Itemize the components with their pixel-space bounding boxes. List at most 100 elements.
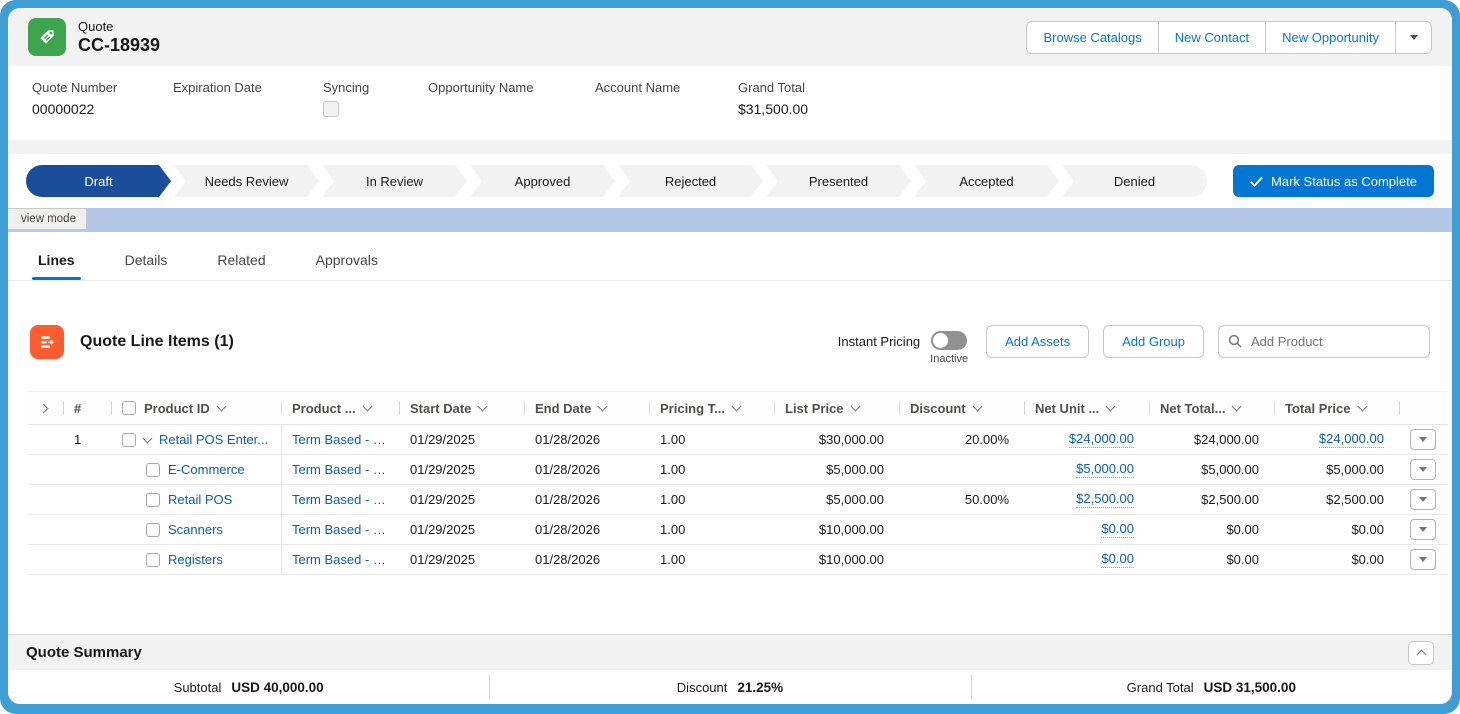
column-header-end-date[interactable]: End Date [525,392,650,424]
row-actions-button[interactable] [1410,459,1436,480]
start-date-cell: 01/29/2025 [410,492,476,507]
add-group-button[interactable]: Add Group [1103,325,1204,358]
tab-details[interactable]: Details [124,252,168,268]
line-items-table: # Product ID Product ... Start Date End Date… [28,391,1448,575]
row-checkbox[interactable] [122,432,136,447]
total-price-cell: $5,000.00 [1275,462,1400,477]
instant-pricing-toggle[interactable] [931,331,968,350]
path-stage-rejected[interactable]: Rejected [618,165,763,197]
path-stage-draft[interactable]: Draft [26,165,171,197]
quote-summary-header: Quote Summary [8,634,1452,670]
column-label: Discount [910,400,966,416]
discount-cell: Discount 21.25% [489,670,970,704]
tab-lines[interactable]: Lines [32,244,81,280]
tab-approvals[interactable]: Approvals [315,252,378,268]
product-link[interactable]: Registers [168,552,223,567]
column-header-pricing-t[interactable]: Pricing T... [650,392,775,424]
add-product-search [1218,325,1430,358]
pricing-term-link[interactable]: Term Based - Y... [292,492,390,507]
list-price-cell: $30,000.00 [818,432,884,447]
path-stage-approved[interactable]: Approved [470,165,615,197]
pricing-term-link[interactable]: Term Based - Y... [292,522,390,537]
syncing-checkbox[interactable] [323,101,339,117]
add-assets-button[interactable]: Add Assets [986,325,1090,358]
search-icon [1228,334,1242,348]
pricing-term-link[interactable]: Term Based - Y... [292,552,390,567]
chevron-down-icon [1419,497,1427,502]
mark-status-complete-button[interactable]: Mark Status as Complete [1233,165,1434,197]
table-row: E-Commerce Term Based - Y... 01/29/2025 01/… [28,455,1448,485]
product-link[interactable]: Retail POS Enter... [159,432,269,447]
end-date-cell: 01/28/2026 [535,552,601,567]
tab-related[interactable]: Related [217,252,266,268]
column-header-product[interactable]: Product ... [282,392,400,424]
net-unit-link[interactable]: $5,000.00 [1076,461,1134,478]
select-all-checkbox[interactable] [122,401,136,415]
start-date-cell: 01/29/2025 [410,522,476,537]
row-actions-button[interactable] [1410,429,1436,450]
column-header-total-price[interactable]: Total Price [1275,392,1400,424]
net-unit-link[interactable]: $2,500.00 [1076,491,1134,508]
column-header-list-price[interactable]: List Price [775,392,900,424]
row-checkbox[interactable] [146,552,160,567]
subtotal-label: Subtotal [173,679,222,695]
highlight-band [8,208,1452,232]
net-unit-link[interactable]: $24,000.00 [1068,431,1134,448]
net-unit-link[interactable]: $0.00 [1101,521,1134,538]
more-actions-button[interactable] [1395,21,1431,53]
field-label: Expiration Date [173,80,262,95]
record-header: Quote CC-18939 Browse Catalogs New Conta… [8,8,1452,66]
column-header-[interactable]: # [64,392,112,424]
discount-label: Discount [676,679,728,695]
row-actions-cell [1400,549,1448,570]
sort-chevron-icon [1232,401,1242,412]
column-header-net-total[interactable]: Net Total... [1150,392,1275,424]
end-date-cell: 01/28/2026 [535,432,601,447]
field-label: Syncing [323,80,370,95]
browse-catalogs-button[interactable]: Browse Catalogs [1027,21,1158,53]
mark-status-label: Mark Status as Complete [1271,173,1417,189]
path-stage-in-review[interactable]: In Review [322,165,467,197]
product-link[interactable]: Scanners [168,522,223,537]
path-stage-needs-review[interactable]: Needs Review [174,165,319,197]
path-stage-accepted[interactable]: Accepted [914,165,1059,197]
net-total-cell: $5,000.00 [1201,462,1259,477]
highlights-panel: Quote Number 00000022 Expiration Date Synci… [8,66,1452,140]
column-label: Net Unit ... [1035,400,1100,416]
product-link[interactable]: Retail POS [168,492,233,507]
path-stage-presented[interactable]: Presented [766,165,911,197]
table-row: Registers Term Based - Y... 01/29/2025 01/2… [28,545,1448,575]
row-checkbox[interactable] [146,492,160,507]
row-actions-button[interactable] [1410,519,1436,540]
pricing-term-link[interactable]: Term Based - Y... [292,432,390,447]
column-header-discount[interactable]: Discount [900,392,1025,424]
chevron-down-icon [1419,557,1427,562]
quote-summary-title: Quote Summary [26,644,142,661]
row-actions-button[interactable] [1410,549,1436,570]
pricing-qty-cell: 1.00 [660,432,686,447]
net-unit-link[interactable]: $0.00 [1101,551,1134,568]
row-actions-button[interactable] [1410,489,1436,510]
row-expand-chevron-icon[interactable] [142,433,153,443]
chevron-down-icon [1419,437,1427,442]
path-stage-denied[interactable]: Denied [1062,165,1207,197]
column-header-net-unit[interactable]: Net Unit ... [1025,392,1150,424]
add-product-input[interactable] [1218,325,1430,358]
collapse-summary-button[interactable] [1408,640,1434,665]
row-actions-cell [1400,489,1448,510]
new-contact-button[interactable]: New Contact [1157,21,1266,53]
column-header-start-date[interactable]: Start Date [400,392,525,424]
net-unit-cell: $2,500.00 [1025,491,1150,508]
pricing-qty-cell: 1.00 [660,462,686,477]
path-section: Draft Needs Review In Review Approved Reject… [8,154,1452,208]
row-checkbox[interactable] [146,522,160,537]
column-header-product-id[interactable]: Product ID [112,392,282,424]
pricing-term-cell: Term Based - Y... [282,432,400,447]
new-opportunity-button[interactable]: New Opportunity [1265,21,1395,53]
row-actions-cell [1400,459,1448,480]
product-link[interactable]: E-Commerce [168,462,245,477]
expand-all-header[interactable] [28,392,64,424]
total-price-link[interactable]: $24,000.00 [1318,431,1384,448]
pricing-term-link[interactable]: Term Based - Y... [292,462,390,477]
row-checkbox[interactable] [146,462,160,477]
